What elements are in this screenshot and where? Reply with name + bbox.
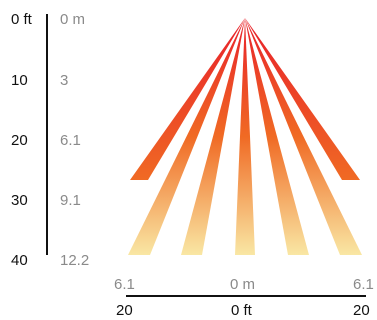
depth-ft-label-10: 10 (11, 72, 28, 89)
beam-right-outer (245, 18, 360, 180)
beam-right-3 (245, 18, 309, 255)
depth-m-label-12: 12.2 (60, 252, 90, 269)
depth-ft-label-0: 0 ft (11, 11, 32, 28)
depth-ft-label-40: 40 (11, 252, 28, 269)
beam-left-outer (130, 18, 245, 180)
width-ft-label-right: 20 (353, 302, 370, 319)
width-ft-label-center: 0 ft (231, 302, 252, 319)
depth-ft-label-20: 20 (11, 132, 28, 149)
beam-left-3 (181, 18, 245, 255)
depth-m-label-0: 0 m (60, 11, 86, 28)
width-m-label-right: 6.1 (353, 276, 374, 293)
width-m-label-left: 6.1 (114, 276, 135, 293)
beam-right-2 (245, 18, 362, 255)
depth-m-label-6: 6.1 (60, 132, 81, 149)
vertical-axis-line (46, 14, 48, 255)
depth-m-label-9: 9.1 (60, 192, 81, 209)
depth-m-label-3: 3 (60, 72, 69, 89)
width-m-label-center: 0 m (230, 276, 256, 293)
beam-center (235, 18, 255, 255)
width-ft-label-left: 20 (116, 302, 133, 319)
depth-ft-label-30: 30 (11, 192, 28, 209)
horizontal-axis-line (126, 295, 366, 297)
beam-left-2 (128, 18, 245, 255)
